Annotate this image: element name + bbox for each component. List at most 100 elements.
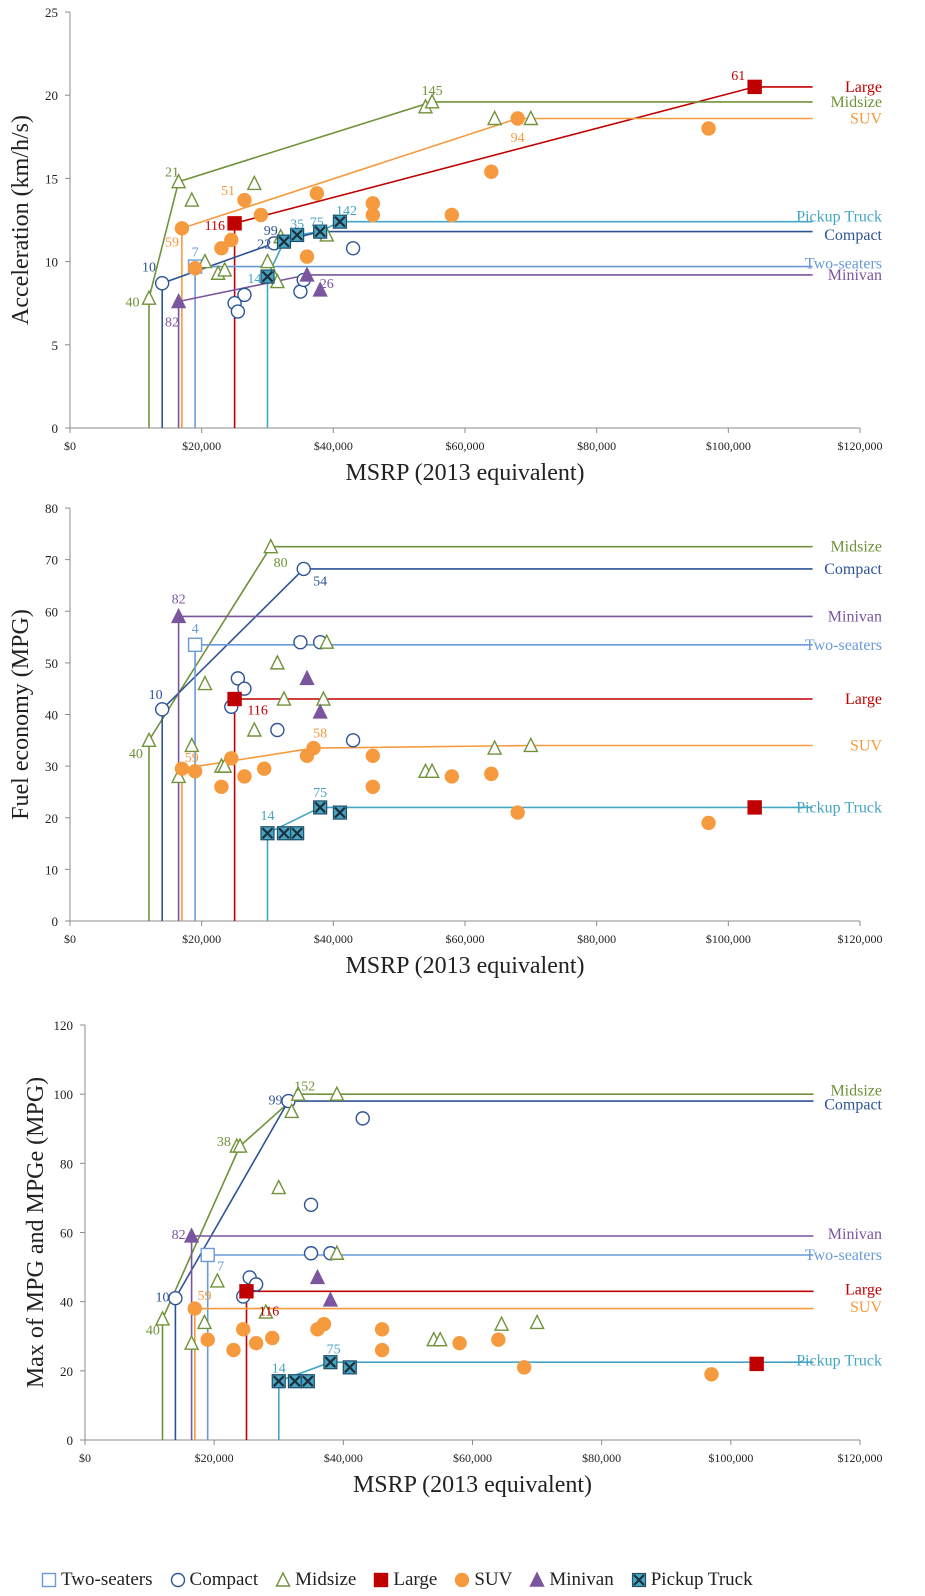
frontier-line-suv xyxy=(181,117,813,428)
data-point-suv xyxy=(704,1367,719,1382)
frontier-line-midsize xyxy=(161,1093,814,1440)
legend-item-two-seaters: Two-seaters xyxy=(40,1569,153,1591)
annotation-label: 4 xyxy=(192,622,199,637)
x-tick-label: $100,000 xyxy=(706,439,751,453)
legend-label: Minivan xyxy=(549,1569,614,1590)
data-point-pickup-truck xyxy=(287,1374,302,1389)
y-tick-label: 70 xyxy=(45,553,58,568)
end-label-pickup-truck: Pickup Truck xyxy=(796,1352,882,1369)
data-point-large xyxy=(239,1284,254,1299)
legend-marker-shape xyxy=(631,1572,646,1588)
data-point-pickup-truck xyxy=(342,1360,357,1375)
data-point-suv xyxy=(516,1360,532,1375)
data-point-compact xyxy=(168,1291,183,1306)
frontier-line-compact xyxy=(161,230,813,428)
data-point-minivan xyxy=(299,266,315,282)
y-tick-label: 20 xyxy=(60,1364,73,1379)
y-tick-label: 0 xyxy=(67,1433,74,1448)
data-point-midsize xyxy=(141,731,157,748)
data-point-midsize xyxy=(315,690,332,706)
legend-marker-shape xyxy=(41,1572,57,1588)
data-point-pickup-truck xyxy=(313,800,328,815)
legend-marker-pickup-truck xyxy=(631,1572,646,1588)
data-point-compact xyxy=(293,284,308,299)
legend-marker-compact xyxy=(170,1572,185,1588)
data-point-suv xyxy=(257,761,272,776)
end-label-minivan: Minivan xyxy=(828,608,882,625)
data-point-suv xyxy=(444,207,460,223)
end-label-suv: SUV xyxy=(850,110,882,127)
data-point-midsize xyxy=(246,721,262,737)
data-point-minivan xyxy=(312,703,328,719)
legend-marker-suv xyxy=(455,1572,470,1588)
pickup-truck-marker-cross xyxy=(291,827,303,840)
annotation-label: 59 xyxy=(185,751,199,766)
data-point-two-seaters xyxy=(200,1247,215,1263)
data-point-midsize xyxy=(154,1310,171,1326)
data-point-suv xyxy=(452,1335,467,1351)
annotation-label: 75 xyxy=(327,1342,341,1357)
annotation-label: 7 xyxy=(217,1259,224,1274)
annotation-label: 80 xyxy=(274,556,288,571)
legend-label: Two-seaters xyxy=(61,1569,153,1590)
data-point-suv xyxy=(174,221,190,236)
annotation-label: 142 xyxy=(336,204,357,219)
annotation-label: 94 xyxy=(511,131,525,146)
data-point-midsize xyxy=(246,174,262,191)
data-point-suv xyxy=(237,769,252,784)
annotation-label: 116 xyxy=(247,703,267,718)
pickup-truck-marker-cross xyxy=(314,225,326,238)
data-point-suv xyxy=(214,241,229,256)
data-point-pickup-truck xyxy=(323,1355,338,1370)
y-tick-label: 15 xyxy=(45,171,58,186)
chart-1: 0 5 10 15 20 25 $0 $20,000 $40,000 $60,000 $80,000… xyxy=(8,5,883,486)
y-tick-label: 40 xyxy=(45,708,58,723)
x-tick-label: $80,000 xyxy=(577,932,616,946)
data-point-suv xyxy=(491,1332,506,1347)
y-axis-title: Acceleration (km/h/s) xyxy=(8,115,34,325)
data-point-midsize xyxy=(258,1303,274,1319)
data-point-midsize xyxy=(329,1244,345,1260)
x-tick-label: $120,000 xyxy=(838,932,883,946)
annotation-label: 75 xyxy=(313,786,327,801)
legend-marker-shape xyxy=(374,1572,389,1588)
data-point-midsize xyxy=(290,1085,306,1101)
y-tick-label: 40 xyxy=(60,1295,73,1310)
data-point-midsize xyxy=(424,93,440,109)
x-tick-label: $80,000 xyxy=(582,1451,621,1465)
legend-label: Midsize xyxy=(295,1569,357,1590)
end-label-compact: Compact xyxy=(824,227,882,244)
data-point-large xyxy=(747,800,762,815)
frontier-line-compact xyxy=(161,568,813,921)
y-tick-label: 10 xyxy=(45,862,58,877)
legend-label: Compact xyxy=(189,1569,259,1590)
data-point-compact xyxy=(230,671,246,686)
data-point-midsize xyxy=(329,1085,345,1101)
annotation-label: 38 xyxy=(217,1135,231,1150)
data-point-suv xyxy=(701,815,716,831)
data-point-minivan xyxy=(170,607,187,624)
chart-2: 0 10 20 30 40 50 60 70 80 $0 $20,000 $40,000 $60,000… xyxy=(8,501,883,979)
data-point-large xyxy=(227,216,242,231)
data-point-pickup-truck xyxy=(271,1374,286,1389)
end-label-minivan: Minivan xyxy=(828,267,882,284)
data-point-midsize xyxy=(183,1334,200,1350)
data-point-suv xyxy=(224,232,239,248)
x-tick-label: $40,000 xyxy=(314,439,353,453)
legend-label: Pickup Truck xyxy=(650,1569,753,1590)
data-point-compact xyxy=(154,702,170,717)
data-point-pickup-truck xyxy=(300,1374,315,1389)
data-point-suv xyxy=(200,1332,215,1347)
pickup-truck-marker-cross xyxy=(278,235,290,248)
data-point-minivan xyxy=(312,281,328,297)
annotation-label: 75 xyxy=(310,216,324,231)
pickup-truck-marker-cross xyxy=(261,270,274,283)
data-point-suv xyxy=(265,1330,280,1346)
data-point-midsize xyxy=(170,173,187,189)
data-point-suv xyxy=(701,121,716,136)
x-tick-label: $40,000 xyxy=(314,932,353,946)
data-point-large xyxy=(227,691,242,707)
data-point-suv xyxy=(226,1342,241,1358)
data-point-suv xyxy=(484,164,499,179)
data-point-midsize xyxy=(269,654,286,670)
